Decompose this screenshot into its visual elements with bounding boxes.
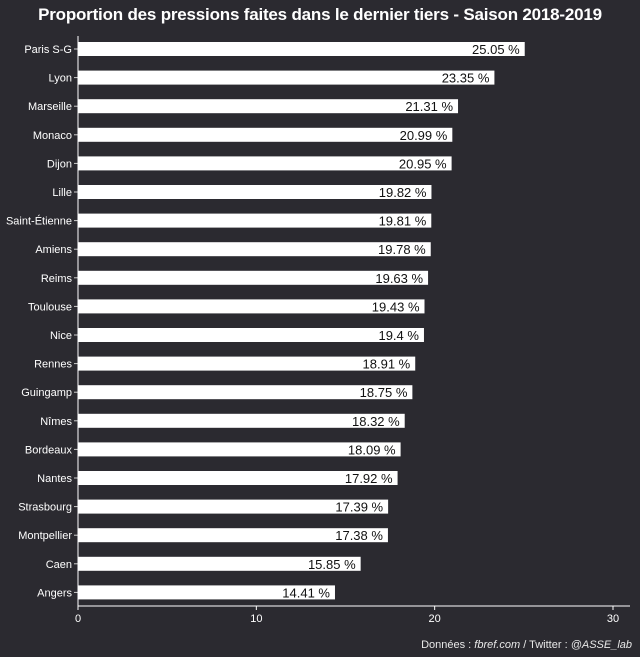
bar-value-label: 19.82 % — [379, 185, 427, 200]
bar-value-label: 21.31 % — [405, 99, 453, 114]
category-label: Toulouse — [28, 301, 72, 313]
bar-value-label: 19.78 % — [378, 242, 426, 257]
category-label: Dijon — [47, 158, 72, 170]
bar — [78, 556, 361, 571]
bar — [78, 299, 425, 314]
bar-value-label: 19.63 % — [375, 271, 423, 286]
category-label: Paris S-G — [24, 44, 72, 56]
category-label: Nantes — [37, 473, 72, 485]
bar-value-label: 15.85 % — [308, 557, 356, 572]
category-label: Angers — [37, 587, 72, 599]
bar-value-label: 19.81 % — [379, 214, 427, 229]
caption-prefix: Données : — [421, 639, 475, 651]
category-label: Nîmes — [40, 416, 72, 428]
category-label: Bordeaux — [25, 444, 73, 456]
bar — [78, 99, 459, 114]
x-tick-label: 20 — [429, 613, 441, 625]
bar-value-label: 18.09 % — [348, 442, 396, 457]
bar — [78, 213, 432, 228]
category-label: Marseille — [28, 101, 72, 113]
bar — [78, 499, 389, 514]
bar-value-label: 17.92 % — [345, 471, 393, 486]
category-label: Lyon — [49, 73, 72, 85]
bar — [78, 385, 413, 400]
bar — [78, 471, 398, 485]
bar — [78, 585, 335, 600]
category-label: Saint-Étienne — [6, 215, 72, 228]
category-label: Strasbourg — [18, 502, 72, 514]
bar — [78, 328, 424, 342]
category-label: Nice — [50, 330, 72, 342]
caption-handle: @ASSE_lab — [570, 639, 632, 651]
bar-value-label: 25.05 % — [472, 42, 520, 57]
bar — [78, 185, 432, 199]
bar-value-label: 20.99 % — [400, 128, 448, 143]
bar-value-label: 19.4 % — [378, 328, 419, 343]
bar-value-label: 17.38 % — [335, 528, 383, 543]
bar-value-label: 19.43 % — [372, 299, 420, 314]
bar-value-label: 18.32 % — [352, 414, 400, 429]
category-label: Guingamp — [21, 387, 72, 399]
bar — [78, 242, 431, 257]
x-tick-label: 10 — [250, 613, 262, 625]
category-label: Lille — [52, 187, 72, 199]
x-tick-label: 30 — [607, 613, 619, 625]
bar-value-label: 18.75 % — [360, 385, 408, 400]
bar-value-label: 14.41 % — [282, 585, 330, 600]
bar — [78, 270, 429, 285]
bar-value-label: 18.91 % — [363, 357, 411, 372]
bar — [78, 528, 388, 543]
category-label: Rennes — [34, 359, 72, 371]
bar — [78, 127, 453, 142]
category-label: Montpellier — [18, 530, 72, 542]
category-label: Amiens — [35, 244, 72, 256]
bar — [78, 42, 525, 56]
bar — [78, 70, 495, 85]
bar — [78, 356, 416, 371]
chart-caption: Données : fbref.com / Twitter : @ASSE_la… — [421, 639, 632, 651]
bar — [78, 156, 452, 171]
category-label: Monaco — [33, 130, 72, 142]
x-tick-label: 0 — [75, 613, 81, 625]
category-label: Reims — [41, 273, 73, 285]
bar — [78, 442, 401, 457]
caption-source: fbref.com — [474, 639, 521, 651]
bar — [78, 413, 405, 428]
bar-value-label: 23.35 % — [442, 71, 490, 86]
bar-value-label: 17.39 % — [335, 500, 383, 515]
chart-title: Proportion des pressions faites dans le … — [38, 5, 602, 24]
category-label: Caen — [46, 559, 72, 571]
bar-value-label: 20.95 % — [399, 156, 447, 171]
caption-middle: / Twitter : — [520, 639, 571, 651]
